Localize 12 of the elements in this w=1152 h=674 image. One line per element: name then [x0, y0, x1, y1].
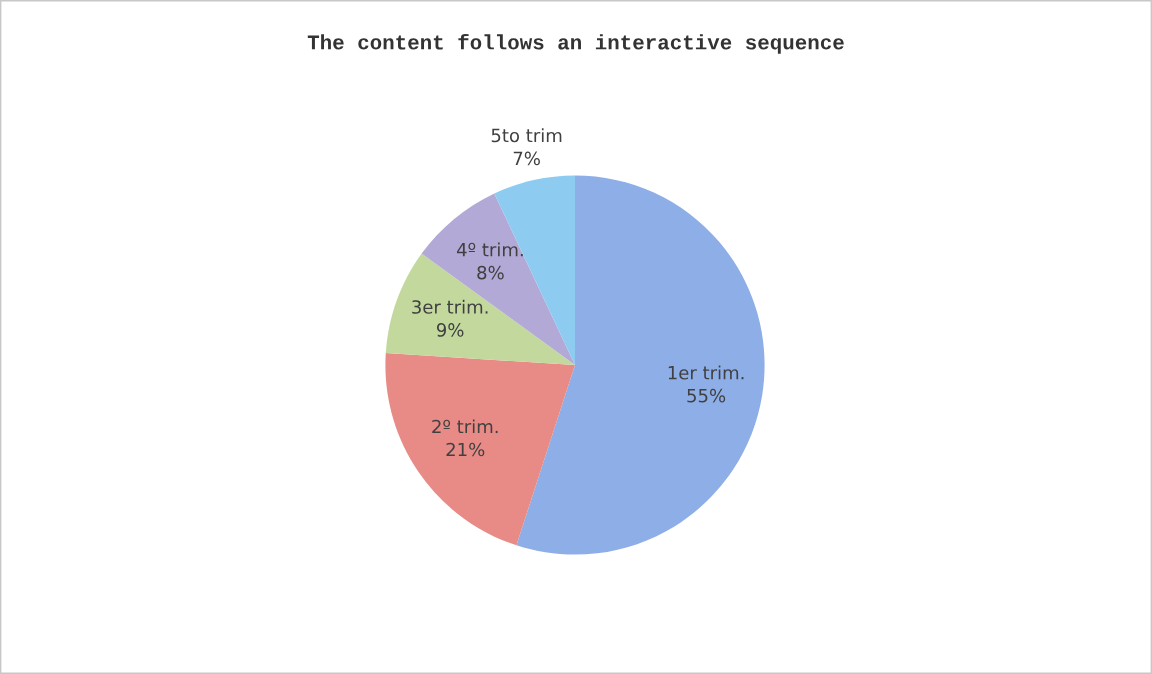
data-label: 8% — [477, 265, 504, 280]
chart-title: The content follows an interactive sequence — [307, 33, 844, 54]
data-label: 9% — [436, 323, 464, 337]
slice-label: 1er trim. — [668, 365, 744, 380]
slice-label: 2º trim. — [432, 419, 498, 434]
slice-label: 3er trim. — [412, 299, 488, 314]
slice-label: 4º trim. — [457, 242, 523, 257]
slice-label: 5to trim — [491, 128, 562, 143]
pie-slice — [385, 353, 575, 546]
data-label: 55% — [687, 388, 726, 403]
data-label: 7% — [513, 151, 540, 166]
data-label: 21% — [446, 442, 485, 457]
